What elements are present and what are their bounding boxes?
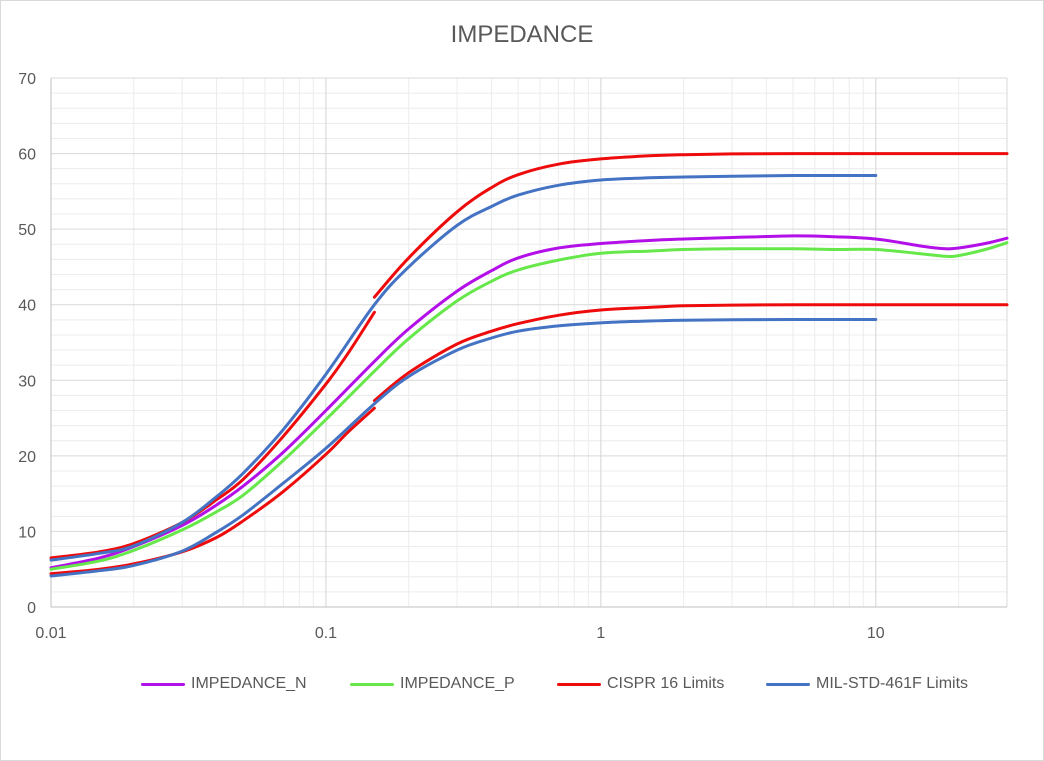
series-line	[49, 317, 878, 578]
series-mil-std-461f-limits	[49, 173, 878, 578]
legend-label: IMPEDANCE_P	[400, 675, 515, 692]
legend-item: CISPR 16 Limits	[557, 672, 724, 696]
y-tick-label: 70	[18, 71, 36, 88]
y-tick-label: 40	[18, 298, 36, 315]
legend-item: IMPEDANCE_N	[141, 672, 307, 696]
legend-swatch	[557, 682, 601, 686]
series-line	[49, 310, 376, 560]
axes	[50, 78, 1007, 608]
series-line	[49, 173, 878, 562]
legend-label: MIL-STD-461F Limits	[816, 675, 969, 692]
tick-labels: 0 10 20 30 40 50 60 70 0.01 0.1 1 10	[18, 71, 885, 642]
y-tick-label: 0	[27, 600, 36, 617]
minor-gridlines	[51, 78, 1007, 607]
chart-legend: IMPEDANCE_N IMPEDANCE_P CISPR 16 Limits MIL…	[1, 672, 1043, 696]
legend-swatch	[141, 682, 185, 686]
y-tick-label: 20	[18, 449, 36, 466]
series-layer	[49, 152, 1009, 578]
y-tick-label: 10	[18, 524, 36, 541]
series-line	[372, 303, 1009, 403]
series-line	[49, 234, 1009, 570]
legend-label: IMPEDANCE_N	[191, 675, 307, 692]
series-cispr-16-limits	[49, 152, 1009, 576]
chart-title: IMPEDANCE	[450, 21, 594, 48]
y-tick-label: 30	[18, 373, 36, 390]
y-tick-label: 60	[18, 147, 36, 164]
legend-item: MIL-STD-461F Limits	[766, 672, 968, 696]
x-tick-label: 0.01	[35, 625, 66, 642]
x-tick-label: 0.1	[315, 625, 337, 642]
series-impedance-n	[49, 234, 1009, 570]
y-tick-label: 50	[18, 222, 36, 239]
x-tick-label: 1	[596, 625, 605, 642]
series-line	[49, 241, 1009, 571]
series-impedance-p	[49, 241, 1009, 571]
series-line	[49, 406, 376, 576]
legend-item: IMPEDANCE_P	[350, 672, 515, 696]
legend-label: CISPR 16 Limits	[607, 675, 725, 692]
x-tick-label: 10	[867, 625, 885, 642]
series-line	[372, 152, 1009, 299]
legend-swatch	[350, 682, 394, 686]
legend-swatch	[766, 682, 810, 686]
